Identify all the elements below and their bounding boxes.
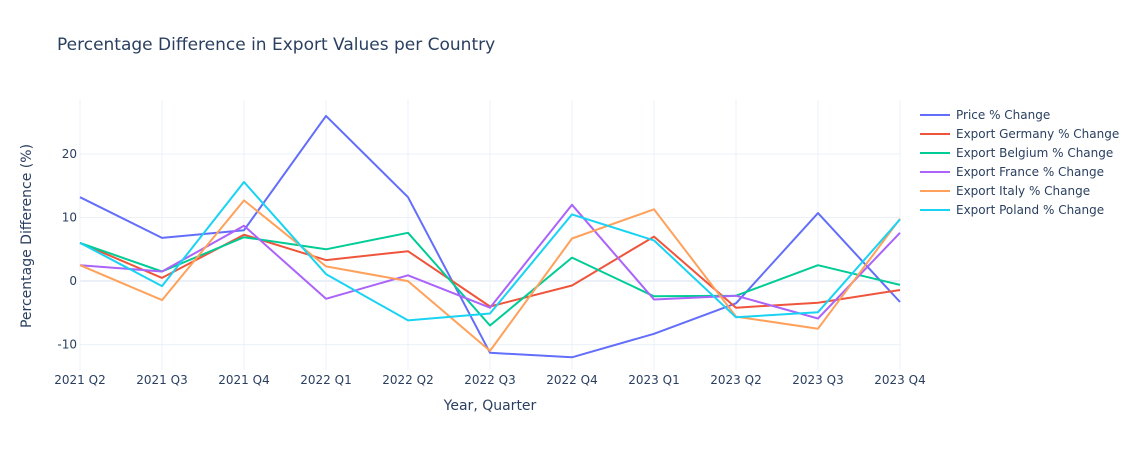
x-tick-label: 2021 Q2	[54, 373, 105, 387]
legend-label: Export Belgium % Change	[956, 146, 1113, 160]
x-tick-label: 2022 Q2	[382, 373, 433, 387]
x-axis-title: Year, Quarter	[443, 398, 537, 414]
chart-title: Percentage Difference in Export Values p…	[57, 35, 495, 55]
y-tick-label: 10	[62, 211, 77, 225]
series-line-4	[79, 203, 901, 320]
legend: Price % Change Export Germany % Change Exp…	[920, 108, 1119, 217]
y-axis-title: Percentage Difference (%)	[19, 144, 35, 328]
x-tick-label: 2021 Q4	[218, 373, 269, 387]
x-tick-label: 2022 Q3	[464, 373, 515, 387]
x-axis-ticks: 2021 Q2 2021 Q3 2021 Q4 2022 Q1 2022 Q2 2022 …	[54, 373, 925, 387]
y-tick-label: 20	[62, 147, 77, 161]
series-line-6	[79, 181, 901, 322]
x-tick-label: 2023 Q1	[628, 373, 679, 387]
y-tick-label: -10	[57, 338, 77, 352]
legend-label: Export Italy % Change	[956, 184, 1090, 198]
series-lines	[79, 114, 901, 359]
gridlines	[79, 100, 901, 370]
x-tick-label: 2023 Q3	[792, 373, 843, 387]
x-tick-label: 2023 Q2	[710, 373, 761, 387]
legend-label: Export Poland % Change	[956, 203, 1104, 217]
x-tick-label: 2023 Q4	[874, 373, 925, 387]
legend-label: Export Germany % Change	[956, 127, 1119, 141]
x-tick-label: 2022 Q4	[546, 373, 597, 387]
x-tick-label: 2021 Q3	[136, 373, 187, 387]
legend-label: Export France % Change	[956, 165, 1104, 179]
y-tick-label: 0	[69, 274, 77, 288]
series-line-5	[79, 199, 901, 352]
legend-label: Price % Change	[956, 108, 1050, 122]
x-tick-label: 2022 Q1	[300, 373, 351, 387]
series-line-3	[79, 231, 901, 327]
y-axis-ticks: -10 0 10 20	[57, 147, 77, 352]
